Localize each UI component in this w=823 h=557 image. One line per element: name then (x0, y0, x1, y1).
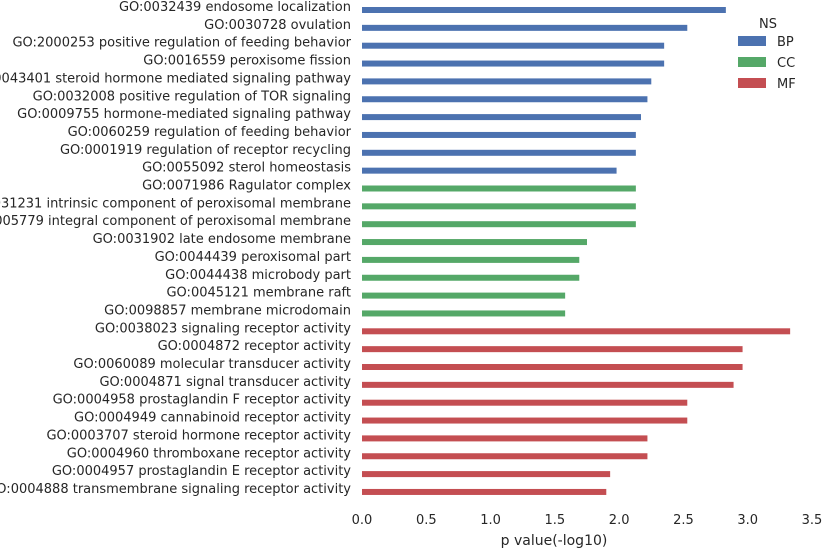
category-label: GO:0060089 molecular transducer activity (73, 357, 351, 372)
bar-mf (362, 453, 648, 460)
bar-mf (362, 328, 791, 335)
category-label: GO:2000253 positive regulation of feedin… (12, 36, 351, 51)
category-label: GO:0005779 integral component of peroxis… (0, 214, 351, 229)
bar-bp (362, 114, 641, 121)
legend-swatch-mf (738, 78, 766, 88)
category-label: GO:0004949 cannabinoid receptor activity (74, 411, 351, 426)
bar-bp (362, 7, 726, 13)
x-axis-label: p value(-log10) (501, 533, 608, 549)
x-tick-label: 1.5 (545, 513, 566, 528)
category-label: GO:0004872 receptor activity (158, 339, 352, 354)
legend-swatch-bp (738, 36, 766, 46)
x-tick-label: 0.0 (352, 513, 373, 528)
x-tick-label: 3.0 (737, 513, 758, 528)
category-label: GO:0009755 hormone-mediated signaling pa… (17, 107, 351, 122)
legend-label-bp: BP (777, 35, 794, 50)
category-label: GO:0031231 intrinsic component of peroxi… (0, 196, 351, 211)
bar-cc (362, 256, 580, 263)
bar-cc (362, 239, 587, 246)
bar-cc (362, 292, 566, 299)
bar-cc (362, 185, 636, 192)
category-label: GO:0004957 prostaglandin E receptor acti… (52, 464, 351, 479)
bar-cc (362, 203, 636, 210)
bar-mf (362, 471, 611, 478)
bar-mf (362, 381, 734, 388)
category-label: GO:0071986 Ragulator complex (142, 179, 351, 194)
legend-label-cc: CC (777, 56, 795, 71)
legend-entries: BP CC MF (738, 35, 796, 92)
category-label: GO:0003707 steroid hormone receptor acti… (46, 428, 351, 443)
bar-bp (362, 96, 648, 103)
bar-mf (362, 417, 688, 424)
category-label: GO:0031902 late endosome membrane (93, 232, 351, 247)
bar-mf (362, 488, 607, 495)
x-tick-label: 2.5 (673, 513, 694, 528)
category-label: GO:0045121 membrane raft (166, 286, 351, 301)
bar-bp (362, 149, 636, 156)
category-label: GO:0044438 microbody part (165, 268, 351, 283)
category-label: GO:0004960 thromboxane receptor activity (67, 446, 352, 461)
legend-title: NS (759, 17, 777, 32)
category-label: GO:0004871 signal transducer activity (99, 375, 351, 390)
x-tick-label: 3.5 (802, 513, 823, 528)
legend: NS BP CC MF (738, 17, 796, 92)
bar-cc (362, 221, 636, 228)
bar-mf (362, 435, 648, 442)
category-label: GO:0004958 prostaglandin F receptor acti… (53, 393, 352, 408)
category-label: GO:0044439 peroxisomal part (155, 250, 351, 265)
bars-layer (362, 7, 791, 495)
category-label: GO:0043401 steroid hormone mediated sign… (0, 71, 351, 86)
category-label: GO:0032439 endosome localization (119, 0, 351, 15)
legend-label-mf: MF (777, 77, 796, 92)
category-label: GO:0055092 sterol homeostasis (142, 161, 351, 176)
bar-bp (362, 131, 636, 138)
legend-swatch-cc (738, 57, 766, 67)
category-label: GO:0098857 membrane microdomain (104, 303, 351, 318)
bar-bp (362, 167, 617, 174)
bar-bp (362, 24, 688, 31)
category-label: GO:0030728 ovulation (204, 18, 351, 33)
bar-bp (362, 42, 665, 49)
x-axis-ticks: 0.0 0.5 1.0 1.5 2.0 2.5 3.0 3.5 (352, 513, 823, 528)
bar-cc (362, 310, 566, 317)
bar-bp (362, 78, 652, 85)
category-labels: GO:0032439 endosome localization GO:00307… (0, 0, 352, 497)
x-tick-label: 0.5 (416, 513, 437, 528)
category-label: GO:0016559 peroxisome fission (143, 54, 351, 69)
bar-mf (362, 346, 743, 353)
category-label: GO:0032008 positive regulation of TOR si… (33, 89, 351, 104)
bar-bp (362, 60, 665, 67)
bar-mf (362, 364, 743, 370)
x-tick-label: 1.0 (480, 513, 501, 528)
bar-mf (362, 399, 688, 406)
category-label: GO:0001919 regulation of receptor recycl… (60, 143, 351, 158)
bar-cc (362, 274, 580, 281)
x-tick-label: 2.0 (609, 513, 630, 528)
category-label: GO:0038023 signaling receptor activity (95, 321, 351, 336)
category-label: GO:0060259 regulation of feeding behavio… (68, 125, 352, 140)
category-label: GO:0004888 transmembrane signaling recep… (0, 482, 351, 497)
